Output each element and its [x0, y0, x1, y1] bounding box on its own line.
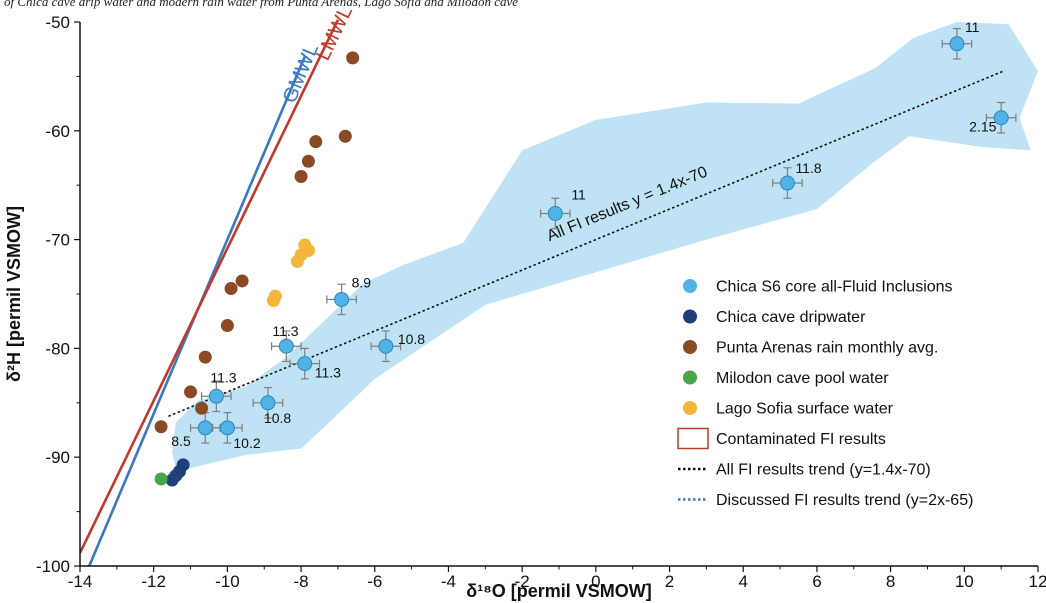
lmwl-line	[80, 19, 340, 554]
x-tick-label: 10	[955, 572, 974, 591]
x-tick-label: 12	[1029, 572, 1046, 591]
data-point	[224, 282, 238, 296]
data-point	[235, 274, 249, 288]
point-label: 10.8	[398, 331, 425, 347]
data-point	[154, 420, 168, 434]
series-1	[165, 458, 190, 487]
x-tick-label: 4	[738, 572, 747, 591]
x-tick-label: 0	[591, 572, 600, 591]
series-2	[154, 51, 360, 434]
point-label: 11.3	[315, 365, 341, 381]
point-label: 10.2	[233, 435, 260, 451]
point-label: 2.15	[969, 119, 996, 135]
points-layer: 11 2.15 11.8 11 8.9 10.8 11.3 11.3 11.3 10.8 8.5 10…	[154, 19, 1017, 487]
data-point	[993, 110, 1009, 126]
data-point	[197, 420, 213, 436]
legend-item: Lago Sofia surface water	[683, 401, 894, 418]
data-point	[260, 395, 276, 411]
point-label: 11	[965, 19, 980, 35]
x-tick-label: -2	[515, 572, 530, 591]
y-axis-title: δ²H [permil VSMOW]	[4, 206, 24, 382]
legend-swatch	[683, 340, 697, 354]
data-point	[198, 350, 212, 364]
data-point	[338, 129, 352, 143]
figure-caption: of Chica cave drip water and modern rain…	[4, 0, 519, 9]
data-point	[309, 135, 323, 149]
legend-label: Discussed FI results trend (y=2x-65)	[716, 492, 973, 509]
y-tick-label: -50	[45, 13, 70, 32]
legend-item: Punta Arenas rain monthly avg.	[683, 340, 938, 357]
series-4	[266, 238, 315, 308]
legend-item: Chica cave dripwater	[683, 309, 866, 326]
data-point	[378, 338, 394, 354]
data-point	[220, 319, 234, 333]
data-point	[949, 36, 965, 52]
x-tick-label: 2	[665, 572, 674, 591]
x-tick-label: -10	[215, 572, 240, 591]
data-point	[334, 291, 350, 307]
data-point	[219, 420, 235, 436]
series-0: 11 2.15 11.8 11 8.9 10.8 11.3 11.3 11.3 10.8 8.5 10…	[171, 19, 1017, 451]
data-point	[301, 154, 315, 168]
x-tick-label: 6	[812, 572, 821, 591]
legend-label: Chica S6 core all-Fluid Inclusions	[716, 279, 953, 296]
data-point	[290, 254, 304, 268]
point-label: 11.8	[795, 160, 821, 176]
data-point	[208, 388, 224, 404]
point-label: 11.3	[272, 323, 298, 339]
point-label: 11.3	[210, 369, 236, 385]
legend-swatch	[677, 427, 709, 450]
legend-swatch	[683, 370, 697, 385]
data-point	[195, 401, 209, 415]
x-tick-label: 8	[886, 572, 895, 591]
x-tick-label: -12	[141, 572, 166, 591]
point-label: 8.9	[352, 274, 372, 290]
legend-label: Contaminated FI results	[716, 431, 886, 448]
legend-item: Milodon cave pool water	[683, 370, 889, 387]
legend: Chica S6 core all-Fluid Inclusions Chica …	[677, 279, 973, 509]
data-point	[165, 473, 179, 487]
legend-label: Chica cave dripwater	[716, 309, 866, 326]
point-label: 10.8	[264, 410, 291, 426]
data-point	[154, 472, 168, 486]
legend-swatch	[683, 279, 697, 293]
y-tick-label: -60	[45, 122, 70, 141]
x-tick-label: -14	[68, 572, 93, 591]
axes-layer: -14 -12 -10 -8 -6 -4 -2 0 2 4 6 8 10 12 -100 -90 -80 -70 -…	[4, 13, 1046, 601]
x-axis-title: δ¹⁸O [permil VSMOW]	[466, 581, 651, 601]
legend-item: Discussed FI results trend (y=2x-65)	[678, 492, 973, 509]
legend-item: All FI results trend (y=1.4x-70)	[678, 462, 931, 479]
data-point	[184, 385, 198, 399]
x-tick-label: -4	[441, 572, 456, 591]
point-label: 11	[571, 186, 586, 202]
y-tick-label: -80	[45, 339, 70, 358]
legend-item: Chica S6 core all-Fluid Inclusions	[683, 279, 953, 296]
data-point	[779, 175, 795, 191]
y-tick-label: -90	[45, 448, 70, 467]
legend-label: Punta Arenas rain monthly avg.	[716, 340, 938, 357]
data-point	[278, 338, 294, 354]
data-point	[266, 294, 280, 308]
legend-item: Contaminated FI results	[677, 427, 886, 450]
legend-label: Lago Sofia surface water	[716, 401, 894, 418]
data-point	[547, 205, 563, 221]
legend-label: Milodon cave pool water	[716, 370, 889, 387]
legend-swatch	[683, 309, 697, 324]
data-point	[297, 356, 313, 372]
fi-envelope-layer	[172, 22, 1039, 469]
x-tick-label: -8	[294, 572, 309, 591]
data-point	[294, 169, 308, 183]
series-3	[154, 472, 168, 486]
legend-label: All FI results trend (y=1.4x-70)	[716, 462, 931, 479]
point-label: 8.5	[171, 433, 191, 449]
y-tick-label: -100	[36, 557, 70, 576]
y-tick-label: -70	[45, 231, 70, 250]
x-tick-label: -6	[367, 572, 382, 591]
legend-swatch	[683, 401, 697, 415]
fi-envelope-shape	[172, 22, 1039, 469]
data-point	[346, 51, 360, 65]
